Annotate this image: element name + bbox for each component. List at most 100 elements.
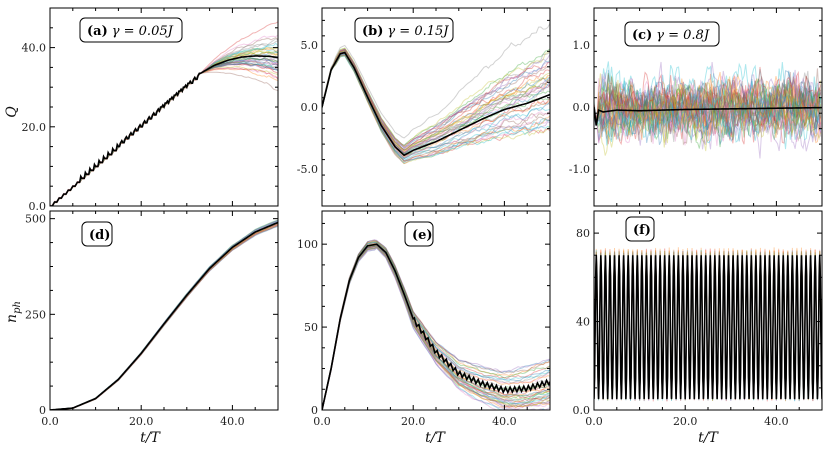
trajectory-e-24 — [322, 239, 550, 409]
trajectory-c-33 — [594, 66, 822, 129]
trajectory-e-2 — [322, 244, 550, 410]
trajectory-b-16 — [322, 54, 550, 163]
trajectory-e-39 — [322, 246, 550, 410]
plot-area-b — [322, 23, 550, 165]
trajectory-e-11 — [322, 244, 550, 410]
mean-line-b — [322, 51, 550, 157]
panel-label-prefix-d: (d) — [89, 228, 110, 243]
trajectory-c-14 — [594, 88, 822, 145]
trajectory-e-9 — [322, 247, 546, 410]
trajectory-c-35 — [594, 75, 822, 141]
trajectory-a-21 — [50, 51, 278, 206]
panel-label-a: (a) γ = 0.05J — [79, 17, 183, 43]
trajectory-e-7 — [322, 246, 550, 410]
trajectory-d-6 — [50, 221, 278, 410]
x-axis-title-f: t/T — [698, 430, 719, 446]
trajectory-a-11 — [52, 68, 278, 206]
ytick-label-e-1: 50 — [304, 321, 318, 334]
trajectory-d-8 — [50, 224, 278, 410]
panel-label-prefix-e: (e) — [412, 228, 433, 243]
ytick-label-b-0: -5.0 — [297, 163, 318, 176]
trajectory-a-4 — [50, 61, 278, 206]
y-axis-title-bottom-sub: ph — [12, 301, 23, 314]
ytick-label-c-2: 1.0 — [573, 39, 591, 52]
trajectory-e-21 — [322, 242, 550, 410]
panel-label-e: (e) — [404, 221, 434, 247]
y-axis-title-top: Q — [4, 106, 20, 118]
plot-area-e — [322, 239, 550, 410]
trajectory-d-2 — [50, 219, 278, 410]
trajectory-a-26 — [50, 67, 278, 206]
trajectory-c-10 — [594, 69, 822, 129]
xtick-label-d-2: 40.0 — [220, 415, 245, 428]
trajectory-e-26 — [322, 247, 498, 410]
trajectory-e-13 — [322, 244, 550, 410]
trajectory-d-25 — [50, 222, 278, 410]
trajectory-c-39 — [594, 88, 822, 143]
plot-area-c — [594, 61, 822, 159]
mean-line-d — [50, 221, 278, 410]
trajectory-d-18 — [50, 223, 278, 410]
panel-label-c: (c) γ = 0.8J — [624, 21, 720, 47]
trajectory-e-36 — [322, 245, 550, 410]
plot-area-d — [50, 219, 278, 410]
xtick-label-f-1: 20.0 — [673, 415, 698, 428]
ytick-label-e-2: 100 — [297, 238, 318, 251]
mean-line-e — [322, 243, 550, 410]
trajectory-a-9 — [50, 48, 278, 206]
trajectory-c-36 — [594, 99, 822, 146]
trajectory-d-12 — [50, 221, 278, 410]
trajectory-b-11 — [322, 50, 550, 151]
trajectory-e-3 — [322, 244, 550, 410]
panel-label-box-c — [624, 21, 720, 47]
trajectory-b-5 — [322, 49, 550, 150]
x-axis-title-e: t/T — [425, 430, 446, 446]
trajectory-b-0 — [322, 48, 550, 149]
ytick-label-c-1: 0.0 — [573, 101, 591, 114]
trajectory-b-19 — [322, 53, 550, 161]
trajectory-c-29 — [594, 95, 822, 150]
panel-label-prefix-c: (c) — [632, 28, 652, 43]
panel-label-text-d: (d) — [89, 228, 110, 243]
trajectory-d-19 — [50, 222, 278, 410]
panel-label-box-d — [81, 221, 113, 247]
trajectory-b-38 — [322, 50, 550, 152]
trajectory-e-16 — [322, 246, 550, 410]
trajectory-c-16 — [594, 75, 822, 135]
trajectory-b-12 — [322, 47, 550, 146]
trajectory-d-17 — [50, 224, 278, 410]
panel-e: 0.0 20.0 40.0 0 50 100 (e) — [297, 210, 551, 428]
trajectory-a-32 — [50, 57, 278, 206]
panel-label-text-b: (b) γ = 0.15J — [362, 24, 449, 39]
trajectory-a-2 — [50, 54, 278, 206]
trajectory-e-23 — [322, 241, 550, 410]
trajectory-a-30 — [50, 62, 278, 206]
trajectory-b-13 — [322, 49, 550, 151]
panel-label-box-a — [79, 17, 183, 43]
trajectory-e-33 — [322, 245, 550, 410]
y-axis-title-bottom: nph — [4, 301, 23, 323]
plot-area-f — [594, 247, 822, 402]
panel-label-text-c: (c) γ = 0.8J — [632, 28, 710, 43]
trajectory-b-34 — [322, 48, 550, 149]
trajectory-e-20 — [322, 242, 550, 410]
trajectory-a-14 — [50, 59, 278, 206]
trajectory-c-1 — [594, 74, 822, 130]
trajectory-c-9 — [594, 61, 822, 116]
trajectory-e-34 — [322, 247, 550, 410]
trajectory-e-12 — [322, 243, 550, 410]
trajectory-a-24 — [50, 55, 278, 206]
trajectory-b-14 — [322, 48, 550, 147]
trajectory-b-3 — [322, 54, 550, 165]
trajectory-e-4 — [322, 244, 550, 410]
xtick-label-f-2: 40.0 — [764, 415, 789, 428]
trajectory-d-5 — [50, 222, 278, 410]
trajectory-b-39 — [322, 53, 550, 160]
trajectory-a-29 — [50, 61, 278, 206]
trajectory-d-13 — [50, 220, 278, 410]
trajectory-e-0 — [322, 240, 550, 409]
trajectory-b-4 — [322, 53, 550, 162]
trajectory-a-19 — [50, 45, 278, 206]
trajectory-a-10 — [50, 59, 278, 206]
trajectory-e-22 — [322, 243, 550, 410]
